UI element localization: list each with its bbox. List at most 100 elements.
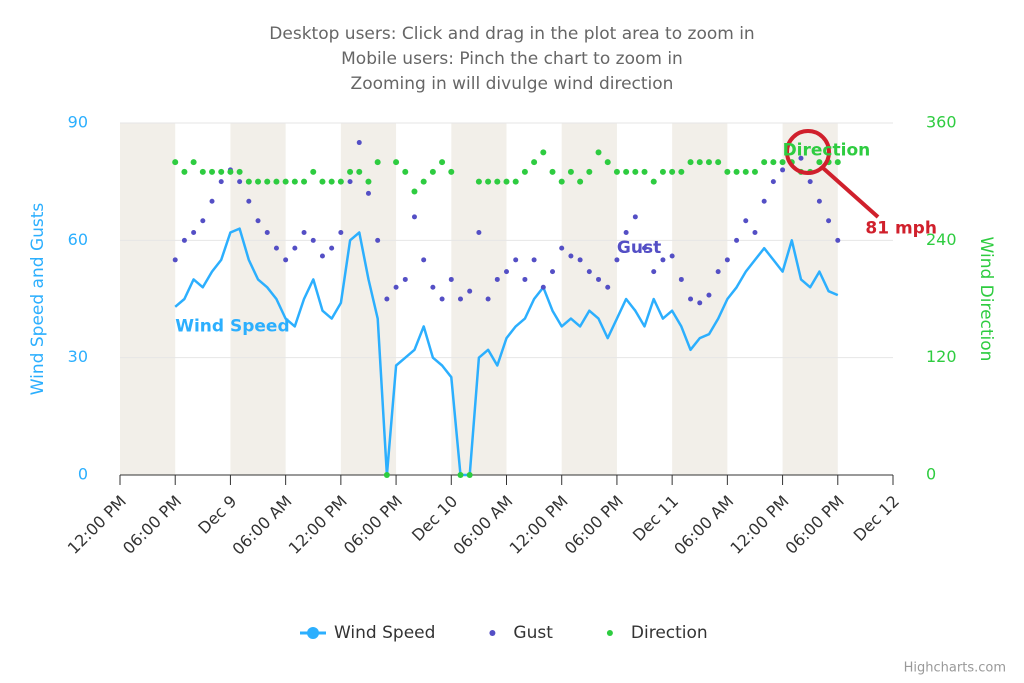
y2-tick-label: 0	[926, 465, 936, 484]
point	[816, 198, 822, 204]
point	[476, 230, 482, 236]
point	[475, 178, 482, 185]
y2-tick-label: 240	[926, 230, 957, 249]
point	[191, 230, 197, 236]
x-tick-label: 12:00 PM	[505, 492, 571, 558]
point	[374, 159, 381, 166]
point	[319, 253, 325, 259]
y2-tick-label: 120	[926, 347, 957, 366]
annotation: Wind Speed	[175, 316, 289, 336]
point	[697, 300, 703, 306]
y-tick-label: 60	[68, 230, 88, 249]
legend-symbol	[489, 630, 496, 636]
chart-title: Zooming in will divulge wind direction	[351, 74, 674, 94]
point	[669, 168, 676, 175]
point	[761, 198, 767, 204]
point	[457, 472, 464, 478]
legend-label: Gust	[513, 623, 553, 643]
point	[402, 276, 408, 282]
legend-item[interactable]: Direction	[606, 623, 708, 643]
point	[291, 178, 298, 185]
point	[337, 178, 344, 185]
point	[503, 178, 510, 185]
x-tick-label: Dec 10	[408, 492, 461, 545]
point	[770, 159, 777, 166]
point	[577, 178, 584, 185]
point	[641, 168, 648, 175]
point	[614, 257, 620, 263]
point	[660, 257, 666, 263]
point	[365, 178, 372, 185]
point	[568, 253, 574, 259]
point	[467, 288, 473, 294]
point	[734, 237, 740, 243]
point	[227, 168, 234, 175]
x-tick-label: 06:00 PM	[782, 492, 848, 558]
point	[659, 168, 666, 175]
x-tick-label: 06:00 AM	[229, 492, 296, 559]
point	[577, 257, 583, 263]
point	[181, 237, 187, 243]
point	[393, 159, 400, 166]
point	[724, 168, 731, 175]
point	[209, 168, 216, 175]
point	[605, 284, 611, 290]
point	[255, 218, 261, 224]
point	[356, 168, 363, 175]
x-tick-label: 06:00 PM	[340, 492, 406, 558]
point	[623, 168, 630, 175]
legend-item[interactable]: Gust	[489, 623, 553, 643]
point	[457, 296, 463, 302]
x-tick-label: 12:00 PM	[726, 492, 792, 558]
point	[522, 276, 528, 282]
point	[586, 168, 593, 175]
point	[706, 292, 712, 298]
x-tick-label: 06:00 AM	[670, 492, 737, 559]
point	[512, 178, 519, 185]
point	[642, 245, 648, 251]
y-axis-title: Wind Speed and Gusts	[28, 203, 48, 396]
legend-symbol	[606, 630, 613, 636]
annotation: Direction	[783, 140, 871, 160]
point	[651, 269, 657, 275]
point	[531, 257, 537, 263]
point	[632, 214, 638, 220]
point	[384, 296, 390, 302]
x-tick-label: Dec 12	[850, 492, 903, 545]
point	[567, 168, 574, 175]
point	[752, 230, 758, 236]
point	[540, 149, 547, 156]
point	[292, 245, 298, 251]
point	[237, 179, 243, 185]
point	[596, 276, 602, 282]
point	[301, 178, 308, 185]
point	[807, 179, 813, 185]
point	[264, 178, 271, 185]
point	[724, 257, 730, 263]
point	[586, 269, 592, 275]
point	[669, 253, 675, 259]
point	[172, 159, 179, 166]
plot-band	[672, 123, 728, 475]
point	[688, 296, 694, 302]
x-tick-label: 12:00 PM	[285, 492, 351, 558]
plot-band	[561, 123, 617, 475]
credits[interactable]: Highcharts.com	[904, 661, 1006, 676]
legend-item[interactable]: Wind Speed	[300, 623, 435, 643]
point	[365, 190, 371, 196]
point	[245, 178, 252, 185]
point	[273, 178, 280, 185]
point	[779, 159, 786, 166]
point	[329, 245, 335, 251]
point	[485, 296, 491, 302]
point	[411, 214, 417, 220]
point	[319, 178, 326, 185]
point	[375, 237, 381, 243]
point	[604, 159, 611, 166]
point	[521, 168, 528, 175]
point	[623, 230, 629, 236]
point	[420, 178, 427, 185]
point	[200, 218, 206, 224]
point	[826, 218, 832, 224]
point	[550, 269, 556, 275]
